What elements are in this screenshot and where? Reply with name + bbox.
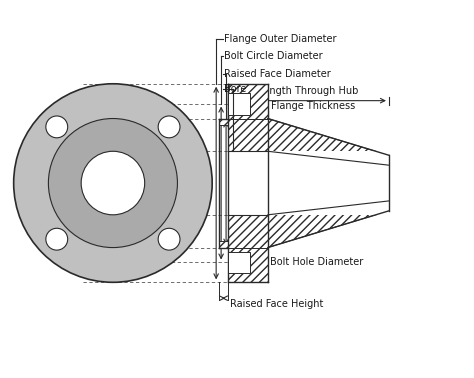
Circle shape [81,151,145,215]
Text: Bore: Bore [224,84,246,94]
Circle shape [158,228,180,250]
Circle shape [158,116,180,138]
Circle shape [46,116,68,138]
Polygon shape [219,119,228,125]
Polygon shape [228,119,268,151]
Text: Bolt Circle Diameter: Bolt Circle Diameter [224,51,323,61]
Text: Raised Face Diameter: Raised Face Diameter [224,69,331,79]
Polygon shape [228,84,268,119]
Polygon shape [228,215,268,248]
Polygon shape [228,93,250,115]
Polygon shape [268,201,389,248]
Polygon shape [228,248,268,282]
Polygon shape [228,151,389,215]
Polygon shape [219,241,228,248]
Text: Flange Outer Diameter: Flange Outer Diameter [224,34,337,44]
Circle shape [46,228,68,250]
Text: Length Through Hub: Length Through Hub [258,86,359,96]
Text: Raised Face Height: Raised Face Height [230,299,323,309]
Text: Bolt Hole Diameter: Bolt Hole Diameter [270,257,363,268]
Polygon shape [268,119,389,165]
Circle shape [14,84,212,282]
Circle shape [48,119,177,248]
Text: Flange Thickness: Flange Thickness [271,101,355,111]
Polygon shape [228,251,250,273]
